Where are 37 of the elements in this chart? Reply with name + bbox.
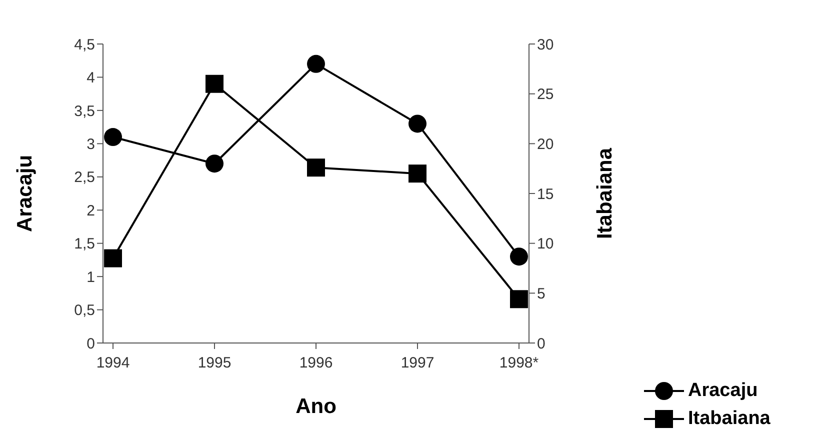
legend-label: Aracaju	[688, 380, 758, 402]
y-tick-label: 3	[86, 136, 95, 153]
legend-label: Itabaiana	[688, 408, 770, 430]
y2-tick-label: 5	[537, 285, 546, 302]
y-tick-label: 1	[86, 268, 95, 286]
x-tick-label: 1994	[96, 354, 130, 372]
y2-axis-title: Itabaiana	[593, 148, 616, 240]
point	[408, 164, 426, 183]
y-tick-label: 1,5	[74, 236, 95, 253]
y2-tick-label: 25	[537, 86, 554, 104]
point	[510, 290, 528, 308]
y-tick-label: 4,5	[74, 36, 95, 54]
y-tick-label: 0,5	[74, 302, 95, 320]
point	[408, 114, 426, 133]
y-tick-label: 0	[86, 335, 95, 352]
y-tick-label: 4	[86, 70, 95, 87]
x-tick-label: 1996	[299, 354, 333, 372]
point	[307, 54, 325, 73]
point	[104, 128, 122, 146]
point	[307, 158, 325, 177]
y-axis-title: Aracaju	[13, 154, 36, 232]
x-tick-label: 1997	[400, 354, 434, 372]
y-tick-label: 2,5	[74, 169, 95, 186]
y2-tick-label: 10	[537, 236, 554, 253]
y-tick-label: 3,5	[74, 102, 95, 120]
y2-tick-label: 20	[537, 136, 554, 153]
point	[206, 154, 224, 173]
x-tick-label: 1995	[198, 354, 232, 372]
y2-tick-label: 0	[537, 335, 546, 352]
point	[104, 249, 122, 268]
point	[206, 74, 224, 93]
y2-tick-label: 30	[537, 36, 554, 54]
x-tick-label: 1998*	[499, 354, 539, 372]
y2-tick-label: 15	[537, 186, 554, 203]
point	[510, 248, 528, 266]
x-axis-title: Ano	[296, 395, 336, 418]
y-tick-label: 2	[86, 202, 95, 220]
